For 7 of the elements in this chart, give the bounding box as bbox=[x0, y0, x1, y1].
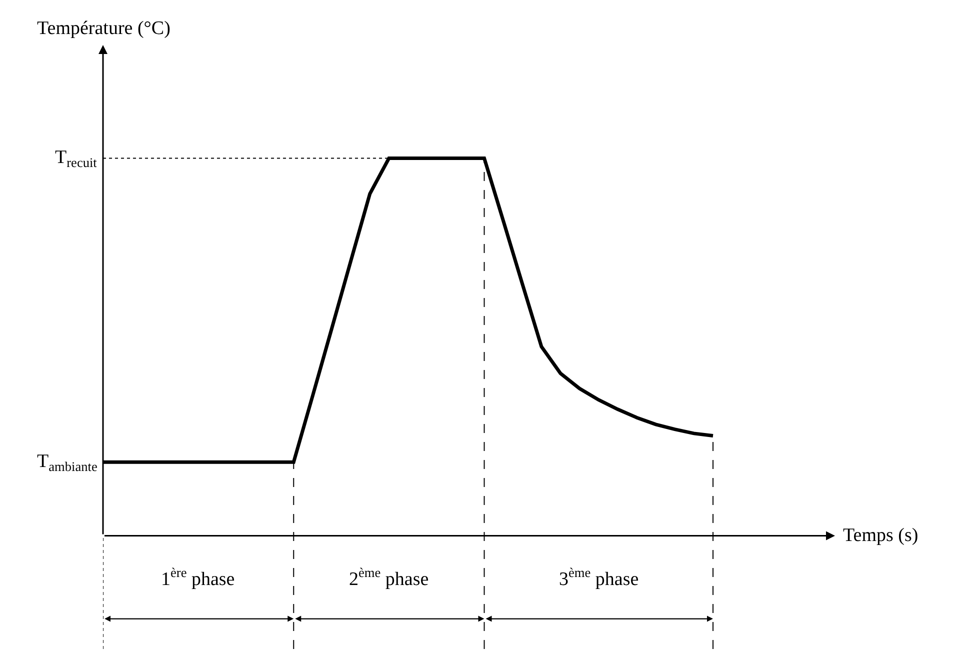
text: Temps (s) bbox=[843, 525, 918, 546]
ref-line-label: T$_{recuit}$ bbox=[55, 147, 98, 170]
text: Température (°C) bbox=[37, 18, 170, 39]
annotation: T$_{ambiante}$ bbox=[37, 451, 98, 474]
text: 2$^{ème}$ phase bbox=[349, 565, 429, 590]
text: 1$^{ère}$ phase bbox=[161, 565, 235, 590]
text: 3$^{ème}$ phase bbox=[559, 565, 639, 590]
